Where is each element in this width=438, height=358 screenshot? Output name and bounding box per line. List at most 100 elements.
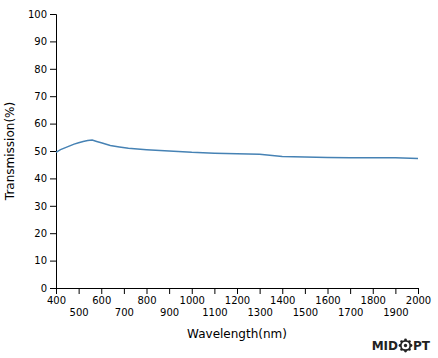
x-tick-mark	[373, 288, 374, 294]
x-tick-mark	[237, 288, 238, 294]
x-tick-label: 1400	[270, 295, 295, 306]
plot-area	[56, 140, 418, 158]
x-tick-mark	[305, 288, 306, 294]
logo-icon-tooth	[400, 348, 403, 351]
x-tick-label: 1600	[315, 295, 340, 306]
x-tick-label: 1700	[338, 307, 363, 318]
logo-icon-tooth	[400, 340, 403, 343]
x-tick: 1800	[361, 288, 386, 306]
y-tick-label: 40	[34, 173, 47, 184]
y-tick-mark	[50, 69, 56, 70]
x-tick-mark	[147, 288, 148, 294]
logo-icon-tooth	[408, 340, 411, 343]
y-tick: 20	[34, 228, 56, 239]
y-tick: 10	[34, 255, 56, 266]
x-tick-label: 600	[92, 295, 111, 306]
y-tick: 90	[34, 36, 56, 47]
x-tick-label: 700	[115, 307, 134, 318]
y-tick-mark	[50, 288, 56, 289]
logo-text: MID	[372, 339, 398, 353]
y-tick-label: 80	[34, 64, 47, 75]
x-tick-mark	[395, 288, 396, 294]
x-tick-label: 1000	[180, 295, 205, 306]
x-tick: 2000	[406, 288, 431, 306]
x-tick-mark	[418, 288, 419, 294]
logo: PT MID	[372, 339, 431, 353]
x-axis: 400 500600 700800 9001000110012001300140015…	[47, 288, 431, 318]
y-tick-label: 60	[34, 118, 47, 129]
x-tick: 1200	[225, 288, 250, 306]
chart: 4005006007008009001000110012001300140015…	[0, 0, 438, 358]
transmission-line	[56, 140, 418, 158]
x-tick-label: 1500	[293, 307, 318, 318]
y-tick-label: 20	[34, 228, 47, 239]
x-tick-mark	[169, 288, 170, 294]
y-tick-mark	[50, 41, 56, 42]
y-tick: 100	[28, 9, 56, 20]
x-tick: 500	[70, 288, 89, 318]
x-tick-label: 1300	[247, 307, 272, 318]
x-tick-mark	[328, 288, 329, 294]
x-tick-mark	[79, 288, 80, 294]
y-tick-mark	[50, 151, 56, 152]
x-tick: 600	[92, 288, 111, 306]
y-axis-title: Transmission(%)	[3, 102, 17, 201]
y-tick: 70	[34, 91, 56, 102]
x-tick-label: 1800	[361, 295, 386, 306]
y-tick-mark	[50, 14, 56, 15]
x-tick-label: 1200	[225, 295, 250, 306]
x-tick-mark	[214, 288, 215, 294]
logo-text: PT	[413, 339, 431, 353]
x-axis-title: Wavelength(nm)	[187, 327, 287, 341]
x-tick-label: 1100	[202, 307, 227, 318]
y-tick-label: 70	[34, 91, 47, 102]
y-tick: 40	[34, 173, 56, 184]
x-axis-line	[57, 289, 419, 295]
x-tick: 1000	[180, 288, 205, 306]
y-tick-mark	[50, 206, 56, 207]
y-axis: 0 10 20 30 40 50 60 70 80 90 100	[28, 9, 57, 294]
x-tick: 800	[137, 288, 156, 306]
y-tick: 60	[34, 118, 56, 129]
logo-icon	[399, 339, 413, 353]
logo-icon-outer	[400, 340, 411, 351]
logo-icon-tooth	[410, 344, 413, 347]
x-tick-label: 400	[47, 295, 66, 306]
y-tick-label: 30	[34, 201, 47, 212]
x-tick-mark	[282, 288, 283, 294]
y-axis-line	[50, 15, 57, 289]
x-tick-label: 800	[137, 295, 156, 306]
x-tick-label: 1900	[383, 307, 408, 318]
x-tick-mark	[101, 288, 102, 294]
y-tick-mark	[50, 261, 56, 262]
x-tick-mark	[260, 288, 261, 294]
x-tick-mark	[192, 288, 193, 294]
x-tick: 900	[160, 288, 179, 318]
y-tick: 50	[34, 146, 56, 157]
logo-icon-mid	[402, 342, 410, 350]
x-tick: 1600	[315, 288, 340, 306]
x-tick-mark	[350, 288, 351, 294]
logo-icon-tooth	[399, 344, 402, 347]
y-tick-label: 10	[34, 255, 47, 266]
y-tick-label: 100	[28, 9, 47, 20]
y-tick-mark	[50, 178, 56, 179]
y-tick: 30	[34, 201, 56, 212]
y-tick-mark	[50, 124, 56, 125]
x-tick-label: 900	[160, 307, 179, 318]
x-tick-mark	[124, 288, 125, 294]
x-tick: 1400	[270, 288, 295, 306]
logo-icon-inner	[404, 344, 407, 347]
x-tick: 700	[115, 288, 134, 318]
x-tick: 400	[47, 288, 66, 306]
logo-icon-tooth	[404, 339, 407, 342]
y-tick: 80	[34, 64, 56, 75]
y-tick-mark	[50, 96, 56, 97]
logo-icon-tooth	[404, 350, 407, 353]
y-tick: 0	[41, 283, 56, 294]
y-tick-label: 50	[34, 146, 47, 157]
y-tick-label: 0	[41, 283, 47, 294]
x-tick-label: 2000	[406, 295, 431, 306]
y-tick-label: 90	[34, 36, 47, 47]
logo-icon-tooth	[408, 348, 411, 351]
